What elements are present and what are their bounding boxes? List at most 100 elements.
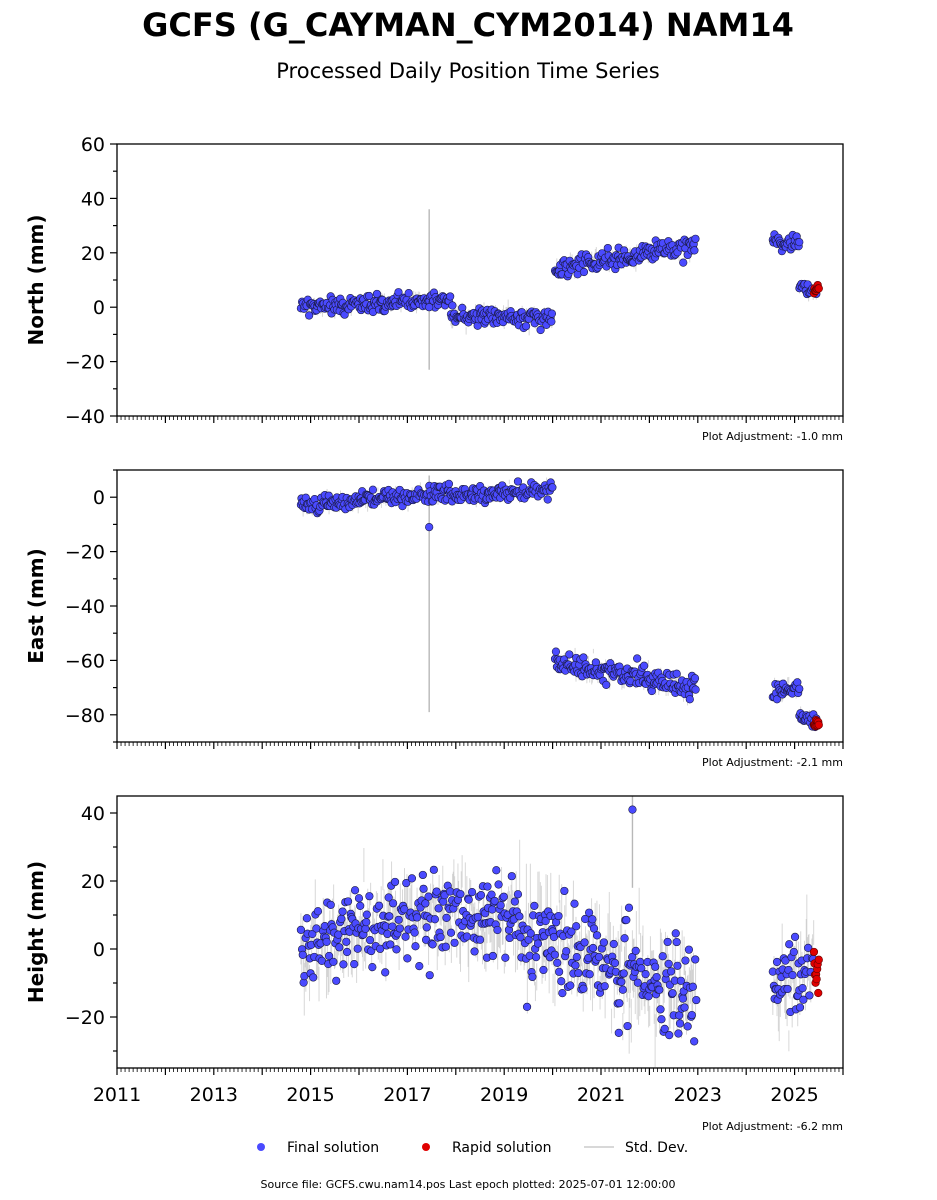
y-tick-label: 0 [93, 487, 105, 509]
final-point [470, 947, 479, 956]
final-point [492, 866, 501, 875]
final-point [515, 912, 524, 921]
final-point [422, 923, 431, 932]
rapid-point [814, 988, 823, 998]
final-point [425, 523, 434, 532]
final-point [325, 951, 334, 961]
east-panel: −80 −60 −40 −20 0 East (mm) Plot Adjustment: -… [24, 469, 844, 769]
final-point [429, 865, 438, 874]
legend: Final solution Rapid solution Std. Dev. [257, 1140, 688, 1156]
final-point [337, 914, 346, 923]
final-point [388, 922, 397, 931]
final-point [446, 928, 456, 937]
final-point [434, 904, 443, 913]
final-point [615, 999, 624, 1008]
final-point [795, 238, 804, 247]
final-point [655, 985, 664, 994]
final-point [446, 292, 455, 301]
final-point [493, 925, 502, 935]
final-point [475, 935, 485, 944]
final-point [473, 912, 482, 922]
final-point [665, 1030, 674, 1040]
final-point [631, 946, 640, 955]
final-point [656, 1005, 665, 1014]
final-point [641, 970, 650, 979]
final-point [551, 647, 561, 656]
x-tick-label: 2021 [577, 1084, 625, 1106]
final-point [579, 267, 589, 277]
y-tick-label: 60 [81, 134, 105, 156]
final-point [516, 933, 525, 942]
final-point [657, 1015, 666, 1024]
y-axis-label: East (mm) [24, 548, 48, 664]
final-point [448, 301, 457, 310]
final-point [384, 893, 393, 902]
north-panel: −40 −20 0 20 40 60 North (mm) Plot Adjustment: … [24, 134, 844, 443]
x-tick-label: 2025 [770, 1084, 818, 1106]
y-tick-label: 20 [81, 871, 105, 893]
final-point [488, 905, 497, 914]
final-point [415, 962, 424, 971]
final-point [795, 684, 804, 693]
final-point [436, 932, 445, 942]
final-point [589, 924, 599, 933]
final-point [356, 901, 365, 910]
final-point [309, 973, 318, 982]
final-point [617, 977, 626, 986]
final-point [490, 896, 499, 906]
x-tick-label: 2015 [286, 1084, 334, 1106]
legend-rapid-label: Rapid solution [452, 1140, 552, 1156]
final-point [783, 984, 792, 994]
final-point [392, 945, 401, 954]
final-point [614, 1028, 623, 1037]
final-point [672, 669, 681, 678]
final-point [421, 935, 431, 944]
y-tick-label: 40 [81, 188, 105, 210]
final-point [322, 937, 331, 946]
plot-area [296, 796, 823, 1068]
y-tick-label: 20 [81, 243, 105, 265]
final-point [488, 951, 497, 961]
final-point [673, 961, 682, 970]
final-point [532, 953, 541, 962]
height-panel: −20 0 20 40 2011 2013 2015 2017 2019 2021 2023 2025… [24, 795, 844, 1133]
final-point [640, 661, 649, 670]
final-point [383, 929, 392, 939]
final-point [305, 311, 314, 320]
final-point [350, 960, 359, 969]
final-point [343, 897, 353, 906]
final-point [339, 960, 348, 969]
final-point [558, 989, 567, 998]
final-point [326, 900, 335, 909]
final-point [425, 971, 434, 980]
final-point [680, 1003, 689, 1012]
chart-subtitle: Processed Daily Position Time Series [276, 59, 660, 83]
final-point [644, 992, 653, 1001]
final-point [668, 989, 677, 998]
final-point [624, 903, 634, 912]
final-point [620, 934, 629, 943]
final-point [795, 1003, 805, 1012]
final-point [313, 907, 323, 916]
final-point [421, 899, 430, 908]
final-point [411, 942, 420, 951]
final-point [681, 956, 690, 965]
final-point [772, 957, 782, 967]
final-point [394, 288, 403, 297]
final-point [572, 952, 581, 962]
final-point [372, 289, 382, 299]
final-point [592, 931, 602, 940]
final-point [690, 1037, 699, 1046]
final-point [789, 947, 798, 957]
legend-final-marker [257, 1143, 265, 1151]
y-tick-label: 40 [81, 803, 105, 825]
final-point [600, 982, 609, 991]
final-point [395, 924, 404, 933]
final-point [350, 886, 360, 895]
final-point [533, 939, 543, 948]
x-tick-label: 2013 [190, 1084, 238, 1106]
final-point [619, 969, 628, 978]
final-point [609, 939, 618, 949]
final-point [666, 967, 676, 976]
